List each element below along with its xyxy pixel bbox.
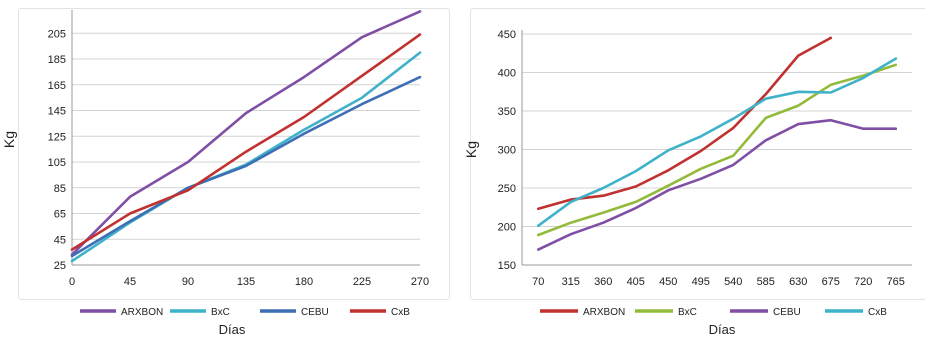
chart-right-series-line-arxbon	[537, 36, 833, 211]
chart-left-legend-label-bxc: BxC	[211, 307, 230, 318]
chart-left-series-line-bxc	[70, 51, 422, 263]
chart-left-x-tick-label: 180	[295, 276, 313, 288]
chart-left-y-tick-label: 145	[48, 106, 66, 118]
chart-right-x-tick-label: 765	[887, 276, 905, 288]
chart-left-x-tick-label: 135	[237, 276, 255, 288]
chart-left-series-line-arxbon	[70, 10, 422, 256]
chart-left-legend-label-arxbon: ARXBON	[121, 307, 163, 318]
chart-right-legend-label-arxbon: ARXBON	[583, 307, 625, 318]
chart-right-x-tick-label: 540	[724, 276, 742, 288]
chart-left-x-tick-label: 0	[69, 276, 75, 288]
chart-right-x-tick-label: 495	[692, 276, 710, 288]
chart-left-x-tick-label: 90	[182, 276, 194, 288]
chart-right-x-tick-label: 630	[789, 276, 807, 288]
chart-left-x-tick-label: 45	[124, 276, 136, 288]
chart-right-x-tick-label: 70	[532, 276, 544, 288]
chart-right-y-axis-label: Kg	[463, 141, 479, 158]
chart-right-series-line-bxc	[537, 63, 898, 237]
chart-left-y-axis-label: Kg	[1, 131, 17, 148]
chart-right-y-tick-label: 200	[498, 222, 516, 234]
chart-left-plot-frame	[18, 8, 450, 300]
chart-right-x-tick-label: 675	[822, 276, 840, 288]
chart-left-x-tick-label: 270	[411, 276, 429, 288]
chart-right-y-tick-label: 350	[498, 106, 516, 118]
chart-left-legend-label-cebu: CEBU	[301, 307, 329, 318]
chart-left-y-tick-label: 45	[54, 234, 66, 246]
chart-right-y-tick-label: 450	[498, 29, 516, 41]
chart-right-y-tick-label: 300	[498, 145, 516, 157]
chart-right-y-tick-label: 400	[498, 68, 516, 80]
chart-right-series-line-cebu	[537, 118, 898, 251]
chart-right-panel: 150 200 250 300 350 400 450 70 315 360 405 450 495 54…	[462, 0, 925, 340]
chart-left-y-tick-label: 65	[54, 209, 66, 221]
chart-right-x-tick-label: 315	[562, 276, 580, 288]
chart-left-panel: 25 45 65 85 105 125 145 165 185 205 0 45 90 135 180 225…	[0, 0, 455, 340]
chart-right-x-tick-label: 405	[627, 276, 645, 288]
chart-left-series-line-cxb	[70, 33, 422, 251]
chart-right-y-tick-label: 250	[498, 183, 516, 195]
chart-left-legend-label-cxb: CxB	[391, 307, 410, 318]
chart-left-y-tick-label: 165	[48, 80, 66, 92]
chart-left-y-tick-label: 25	[54, 260, 66, 272]
chart-left-y-tick-label: 185	[48, 54, 66, 66]
chart-left-y-tick-label: 205	[48, 28, 66, 40]
chart-right-legend-label-bxc: BxC	[678, 307, 697, 318]
chart-right-y-tick-label: 150	[498, 260, 516, 272]
chart-right-legend-label-cxb: CxB	[868, 307, 887, 318]
chart-right-x-tick-label: 585	[757, 276, 775, 288]
chart-left-x-tick-label: 225	[353, 276, 371, 288]
chart-left-y-tick-label: 85	[54, 183, 66, 195]
chart-right-x-tick-label: 450	[659, 276, 677, 288]
chart-right-x-tick-label: 720	[854, 276, 872, 288]
chart-left: 25 45 65 85 105 125 145 165 185 205 0 45 90 135 180 225…	[1, 10, 429, 337]
chart-left-series-line-cebu	[70, 75, 422, 258]
chart-left-y-tick-label: 125	[48, 131, 66, 143]
chart-right-x-axis-label: Días	[709, 322, 736, 337]
chart-left-x-axis-label: Días	[219, 322, 246, 337]
chart-right-x-tick-label: 360	[594, 276, 612, 288]
chart-right: 150 200 250 300 350 400 450 70 315 360 405 450 495 54…	[463, 29, 912, 337]
chart-right-legend-label-cebu: CEBU	[773, 307, 801, 318]
chart-left-y-tick-label: 105	[48, 157, 66, 169]
chart-right-series-line-cxb	[537, 57, 898, 227]
